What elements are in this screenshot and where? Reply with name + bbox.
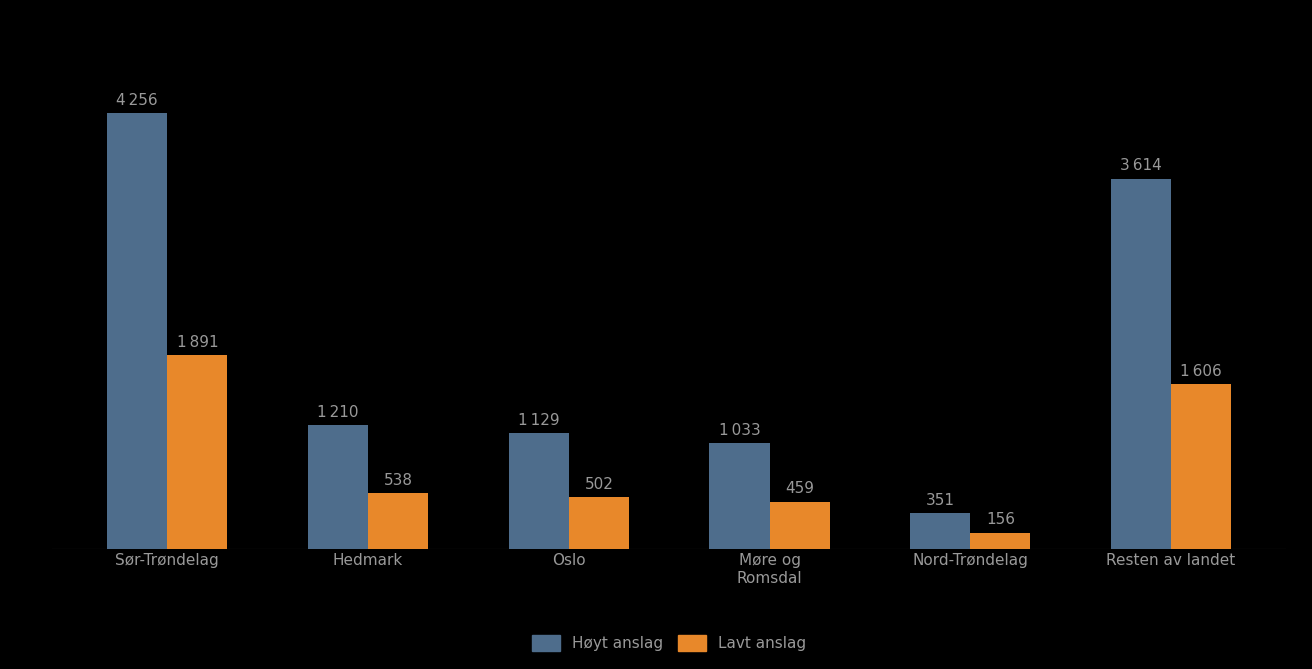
Bar (167, 355, 227, 549)
Text: 1 210: 1 210 (318, 405, 358, 419)
Bar (308, 425, 367, 549)
Text: 1 033: 1 033 (719, 423, 760, 438)
Text: 1 606: 1 606 (1181, 364, 1221, 379)
Bar (770, 502, 829, 549)
Text: 459: 459 (785, 482, 815, 496)
Text: 1 129: 1 129 (518, 413, 559, 428)
Text: 156: 156 (985, 512, 1015, 527)
Legend: Høyt anslag, Lavt anslag: Høyt anslag, Lavt anslag (533, 636, 806, 652)
Text: 351: 351 (926, 492, 955, 508)
Bar (568, 497, 628, 549)
Bar (911, 512, 971, 549)
Text: 4 256: 4 256 (117, 92, 157, 108)
Bar (367, 494, 428, 549)
Text: 502: 502 (584, 477, 613, 492)
Bar (971, 533, 1030, 549)
Bar (710, 443, 770, 549)
Bar (1172, 384, 1231, 549)
Bar (1111, 179, 1172, 549)
Bar (509, 433, 568, 549)
Text: 3 614: 3 614 (1120, 159, 1162, 173)
Text: 538: 538 (383, 474, 412, 488)
Bar (108, 113, 167, 549)
Text: 1 891: 1 891 (177, 334, 218, 350)
